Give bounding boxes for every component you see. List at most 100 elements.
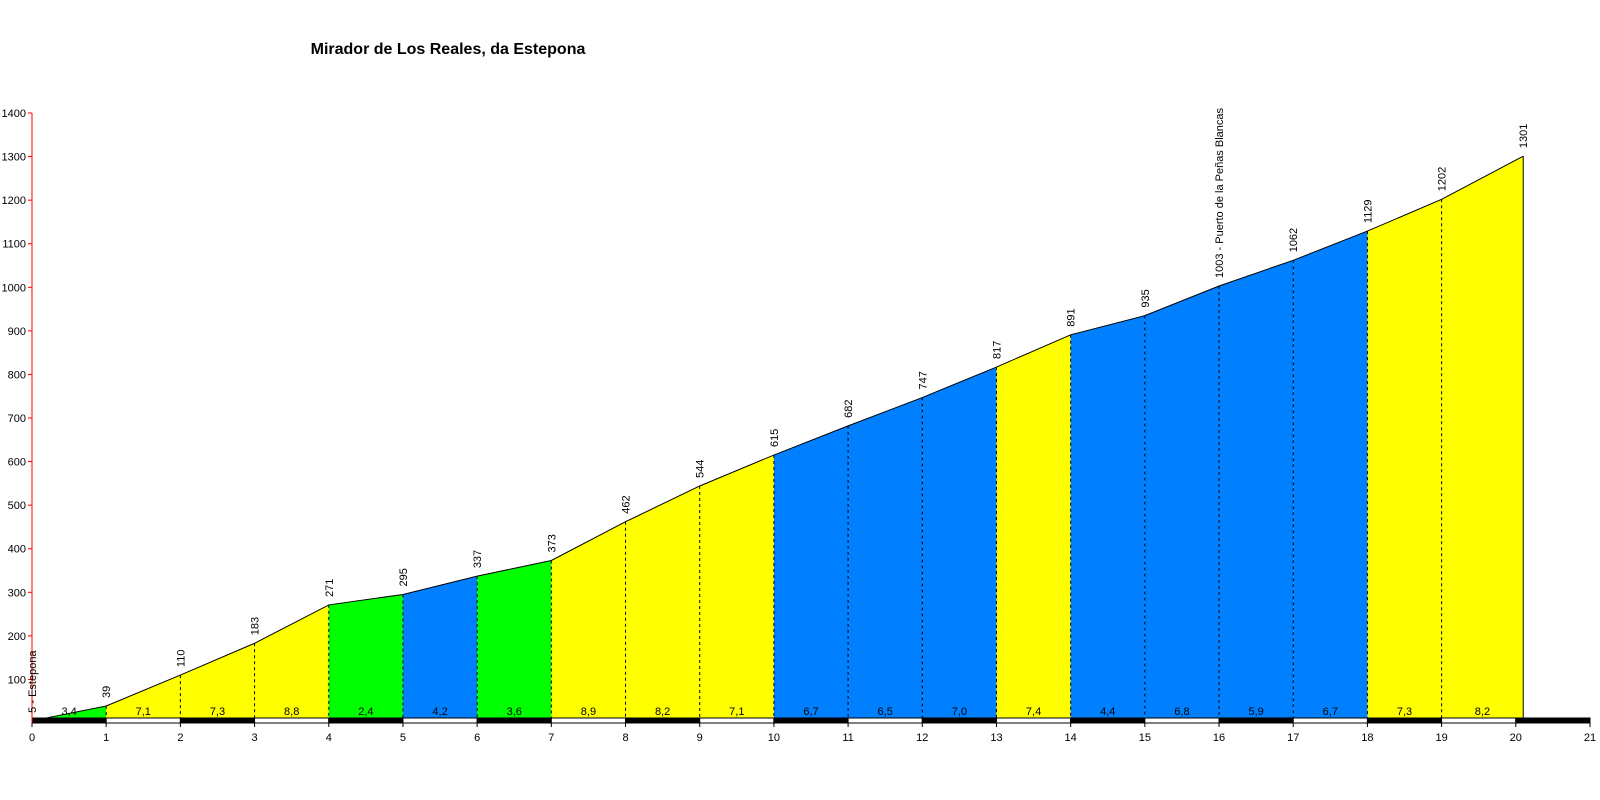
x-tick-label: 7 (548, 732, 554, 744)
elevation-label: 615 (769, 429, 781, 447)
km-strip-bar (1218, 717, 1294, 724)
elevation-label: 337 (472, 550, 484, 568)
y-tick-label: 700 (8, 413, 26, 425)
x-tick-label: 8 (622, 732, 628, 744)
profile-segment-15 (1070, 315, 1145, 723)
km-strip-bar (1366, 717, 1443, 724)
elevation-label: 1062 (1288, 228, 1300, 252)
km-strip-bar (699, 717, 775, 724)
profile-segment-5 (328, 594, 403, 723)
y-tick-label: 400 (8, 544, 26, 556)
profile-segment-14 (996, 334, 1071, 723)
gradient-label: 4,2 (432, 706, 447, 718)
profile-segment-13 (922, 367, 997, 723)
x-tick-label: 13 (990, 732, 1002, 744)
y-tick-label: 1400 (2, 108, 26, 120)
km-strip-bar (1292, 717, 1368, 724)
y-tick-label: 1000 (2, 282, 26, 294)
x-tick-label: 1 (103, 732, 109, 744)
gradient-label: 7,1 (136, 706, 151, 718)
x-tick-label: 5 (400, 732, 406, 744)
profile-segment-7 (477, 560, 552, 723)
gradient-label: 2,4 (358, 706, 373, 718)
x-tick-label: 0 (29, 732, 35, 744)
elevation-label: 1129 (1362, 199, 1374, 223)
elevation-label: 682 (843, 399, 855, 417)
km-strip-bar (625, 717, 701, 724)
km-strip-bar (328, 717, 404, 724)
gradient-label: 7,3 (1397, 706, 1412, 718)
km-strip-bar (847, 717, 923, 724)
profile-segment-11 (773, 425, 849, 723)
chart-title: Mirador de Los Reales, da Estepona (311, 41, 586, 58)
profile-segments (31, 155, 1524, 724)
gradient-label: 6,7 (1323, 706, 1338, 718)
x-tick-label: 14 (1065, 732, 1077, 744)
x-tick-label: 19 (1435, 732, 1447, 744)
km-strip-bar (550, 717, 627, 724)
elevation-label: 747 (917, 371, 929, 389)
km-strip-bar (476, 717, 552, 724)
profile-segment-8 (551, 521, 626, 723)
km-strip-bar (1070, 717, 1146, 724)
x-tick-label: 2 (177, 732, 183, 744)
profile-segment-10 (699, 455, 774, 723)
y-tick-label: 1100 (2, 239, 26, 251)
axes: 1002003004005006007008009001000110012001… (2, 108, 1597, 744)
gradient-label: 8,2 (655, 706, 670, 718)
y-tick-label: 200 (8, 631, 26, 643)
km-strip-bar (254, 717, 330, 724)
elevation-label: 183 (250, 617, 262, 635)
gradient-label: 7,3 (210, 706, 225, 718)
elevation-label: 935 (1140, 289, 1152, 307)
km-strip-bar (179, 717, 256, 724)
gradient-label: 6,7 (803, 706, 818, 718)
profile-segment-6 (402, 576, 478, 723)
x-tick-label: 17 (1287, 732, 1299, 744)
x-tick-label: 4 (326, 732, 332, 744)
km-strip-bar (921, 717, 997, 724)
x-tick-label: 12 (916, 732, 928, 744)
elevation-label: 110 (175, 650, 187, 668)
km-strip-bar (995, 717, 1072, 724)
profile-segment-2 (106, 675, 181, 723)
gradient-label: 7,0 (952, 706, 967, 718)
elevation-label: 1003 - Puerto de la Peñas Blancas (1214, 107, 1226, 278)
elevation-labels: 5 - Estepona 39 110 183 271 295 337 373 462 544 61… (27, 107, 1530, 712)
elevation-label: 295 (398, 568, 410, 586)
elevation-label: 39 (101, 686, 113, 698)
y-tick-label: 800 (8, 369, 26, 381)
profile-segment-9 (625, 485, 700, 723)
gradient-label: 7,1 (729, 706, 744, 718)
profile-segment-4 (254, 604, 329, 723)
profile-segment-20 (1441, 156, 1524, 723)
elevation-label: 1301 (1518, 124, 1530, 148)
elevation-label: 5 - Estepona (27, 650, 39, 713)
elevation-label: 271 (324, 579, 336, 597)
km-strip-bar (105, 717, 181, 724)
elevation-label: 373 (546, 534, 558, 552)
y-tick-label: 1200 (2, 195, 26, 207)
y-tick-label: 600 (8, 457, 26, 469)
gradient-label: 4,4 (1100, 706, 1115, 718)
km-strip-bar (402, 717, 478, 724)
gradient-label: 7,4 (1026, 706, 1041, 718)
profile-segment-3 (180, 643, 255, 723)
profile-segment-16 (1144, 285, 1220, 723)
elevation-label: 817 (991, 341, 1003, 359)
y-tick-label: 300 (8, 587, 26, 599)
gradient-label: 3,4 (61, 706, 76, 718)
elevation-label: 544 (695, 460, 707, 478)
elevation-label: 1202 (1437, 167, 1449, 191)
km-strip-bar (773, 717, 849, 724)
x-tick-label: 15 (1139, 732, 1151, 744)
gradient-label: 8,2 (1475, 706, 1490, 718)
profile-segment-19 (1367, 199, 1442, 724)
x-tick-label: 10 (768, 732, 780, 744)
x-tick-label: 21 (1584, 732, 1596, 744)
y-tick-label: 900 (8, 326, 26, 338)
km-strip-bar (1441, 717, 1517, 724)
gradient-labels: 3,4 7,1 7,3 8,8 2,4 4,2 3,6 8,9 8,2 7,1 6,7 6,5 7,0 7… (61, 706, 1490, 718)
km-strip-bar (1144, 717, 1220, 724)
profile-segment-18 (1293, 231, 1368, 723)
